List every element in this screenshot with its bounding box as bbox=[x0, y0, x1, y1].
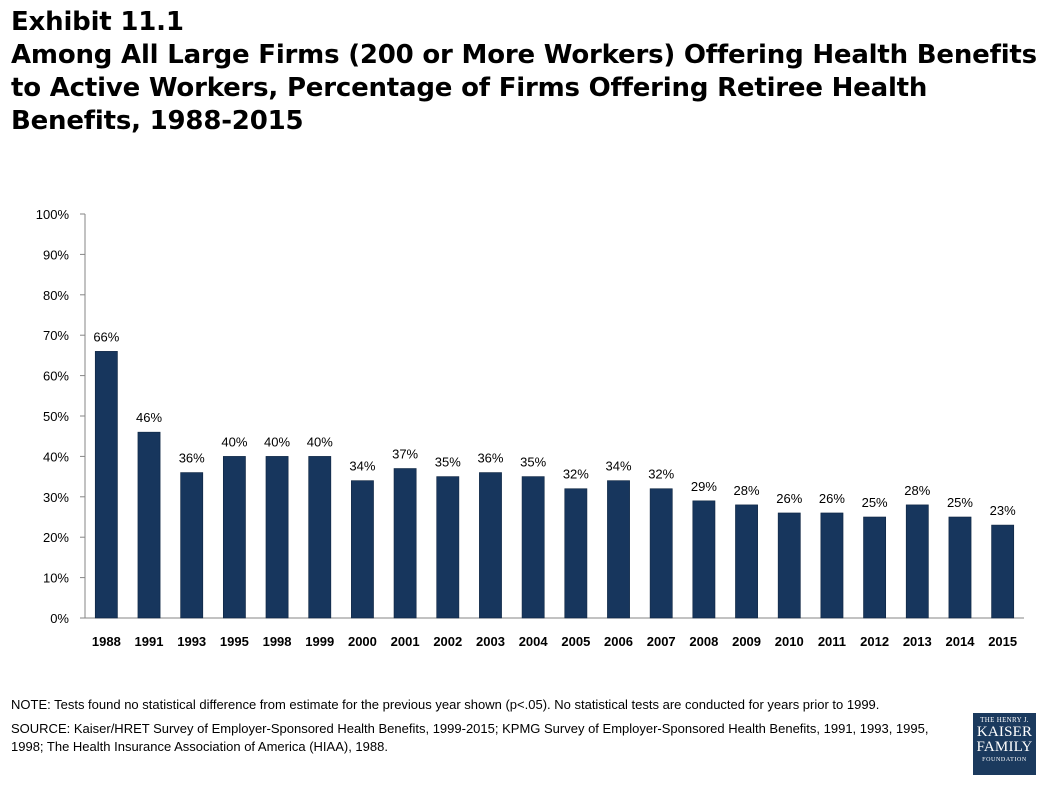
data-label: 35% bbox=[520, 455, 546, 470]
bar bbox=[777, 512, 801, 619]
y-tick-label: 10% bbox=[43, 571, 69, 586]
bar bbox=[265, 456, 289, 619]
y-tick-label: 70% bbox=[43, 328, 69, 343]
bar bbox=[308, 456, 332, 619]
data-label: 40% bbox=[264, 434, 290, 449]
bar bbox=[607, 480, 630, 619]
y-tick-label: 100% bbox=[36, 207, 70, 222]
data-label: 29% bbox=[691, 479, 717, 494]
data-label: 23% bbox=[990, 503, 1016, 518]
x-tick-label: 2002 bbox=[433, 634, 462, 649]
x-tick-label: 2015 bbox=[988, 634, 1017, 649]
data-label: 36% bbox=[477, 451, 503, 466]
title-line-3: to Active Workers, Percentage of Firms O… bbox=[11, 73, 928, 103]
bar bbox=[649, 488, 673, 619]
x-tick-label: 1998 bbox=[263, 634, 292, 649]
data-label: 40% bbox=[307, 434, 333, 449]
x-tick-label: 2012 bbox=[860, 634, 889, 649]
bar bbox=[521, 476, 545, 619]
x-tick-label: 1999 bbox=[305, 634, 334, 649]
x-tick-label: 2011 bbox=[818, 634, 846, 649]
bar bbox=[991, 524, 1015, 619]
logo-line-4: FOUNDATION bbox=[982, 757, 1027, 763]
bar bbox=[351, 480, 374, 619]
y-tick-label: 20% bbox=[43, 530, 69, 545]
data-label: 25% bbox=[947, 495, 973, 510]
data-label: 34% bbox=[606, 459, 632, 474]
bar bbox=[222, 456, 246, 619]
x-tick-label: 1993 bbox=[177, 634, 206, 649]
y-tick-label: 40% bbox=[43, 449, 69, 464]
y-tick-label: 50% bbox=[43, 409, 69, 424]
y-tick-label: 90% bbox=[43, 247, 69, 262]
bar bbox=[564, 488, 588, 619]
source-text: SOURCE: Kaiser/HRET Survey of Employer-S… bbox=[11, 721, 929, 754]
exhibit-title: Exhibit 11.1 Among All Large Firms (200 … bbox=[11, 6, 1041, 138]
x-tick-label: 2003 bbox=[476, 634, 505, 649]
x-tick-label: 2009 bbox=[732, 634, 761, 649]
bar bbox=[479, 472, 502, 619]
x-tick-label: 1988 bbox=[92, 634, 121, 649]
retiree-benefits-bar-chart: 0% 10% 20% 30% 40% 50% 60% 70% 80% 90% 100% 66% 1988… bbox=[36, 207, 1024, 649]
data-label: 46% bbox=[136, 410, 162, 425]
bar bbox=[948, 516, 972, 619]
x-tick-label: 2001 bbox=[391, 634, 420, 649]
data-label: 25% bbox=[862, 495, 888, 510]
logo-line-2: KAISER bbox=[976, 724, 1033, 740]
logo-line-3: FAMILY bbox=[976, 739, 1033, 755]
title-line-1: Exhibit 11.1 bbox=[11, 7, 184, 37]
x-tick-label: 2006 bbox=[604, 634, 633, 649]
kff-logo: THE HENRY J. KAISER FAMILY FOUNDATION bbox=[973, 713, 1036, 775]
data-label: 28% bbox=[734, 483, 760, 498]
data-label: 35% bbox=[435, 455, 461, 470]
data-label: 36% bbox=[179, 451, 205, 466]
data-label: 32% bbox=[648, 467, 674, 482]
note-text: NOTE: Tests found no statistical differe… bbox=[11, 697, 880, 712]
x-tick-label: 2013 bbox=[903, 634, 932, 649]
data-label: 66% bbox=[93, 329, 119, 344]
x-tick-label: 2004 bbox=[519, 634, 549, 649]
x-tick-label: 1995 bbox=[220, 634, 249, 649]
x-tick-label: 2010 bbox=[775, 634, 804, 649]
x-tick-label: 2008 bbox=[689, 634, 718, 649]
bar bbox=[393, 468, 417, 619]
data-label: 37% bbox=[392, 447, 418, 462]
bar bbox=[863, 516, 887, 619]
bar bbox=[820, 512, 844, 619]
x-tick-label: 2005 bbox=[561, 634, 590, 649]
x-tick-label: 1991 bbox=[135, 634, 164, 649]
y-tick-label: 60% bbox=[43, 369, 69, 384]
data-label: 40% bbox=[221, 434, 247, 449]
x-tick-label: 2000 bbox=[348, 634, 377, 649]
y-tick-label: 0% bbox=[50, 611, 69, 626]
bar bbox=[436, 476, 460, 619]
data-label: 32% bbox=[563, 467, 589, 482]
data-label: 26% bbox=[776, 491, 802, 506]
footnotes: NOTE: Tests found no statistical differe… bbox=[11, 696, 956, 762]
y-tick-label: 80% bbox=[43, 288, 69, 303]
x-tick-label: 2007 bbox=[647, 634, 676, 649]
bar bbox=[94, 351, 118, 619]
data-label: 28% bbox=[904, 483, 930, 498]
data-label: 34% bbox=[349, 459, 375, 474]
y-tick-label: 30% bbox=[43, 490, 69, 505]
title-line-2: Among All Large Firms (200 or More Worke… bbox=[11, 40, 1037, 70]
x-tick-label: 2014 bbox=[946, 634, 976, 649]
bar bbox=[735, 504, 758, 619]
bar bbox=[137, 431, 161, 619]
bar bbox=[692, 500, 716, 619]
data-label: 26% bbox=[819, 491, 845, 506]
logo-line-1: THE HENRY J. bbox=[980, 716, 1029, 724]
title-line-4: Benefits, 1988-2015 bbox=[11, 106, 304, 136]
bar bbox=[905, 504, 929, 619]
bar bbox=[180, 472, 204, 619]
